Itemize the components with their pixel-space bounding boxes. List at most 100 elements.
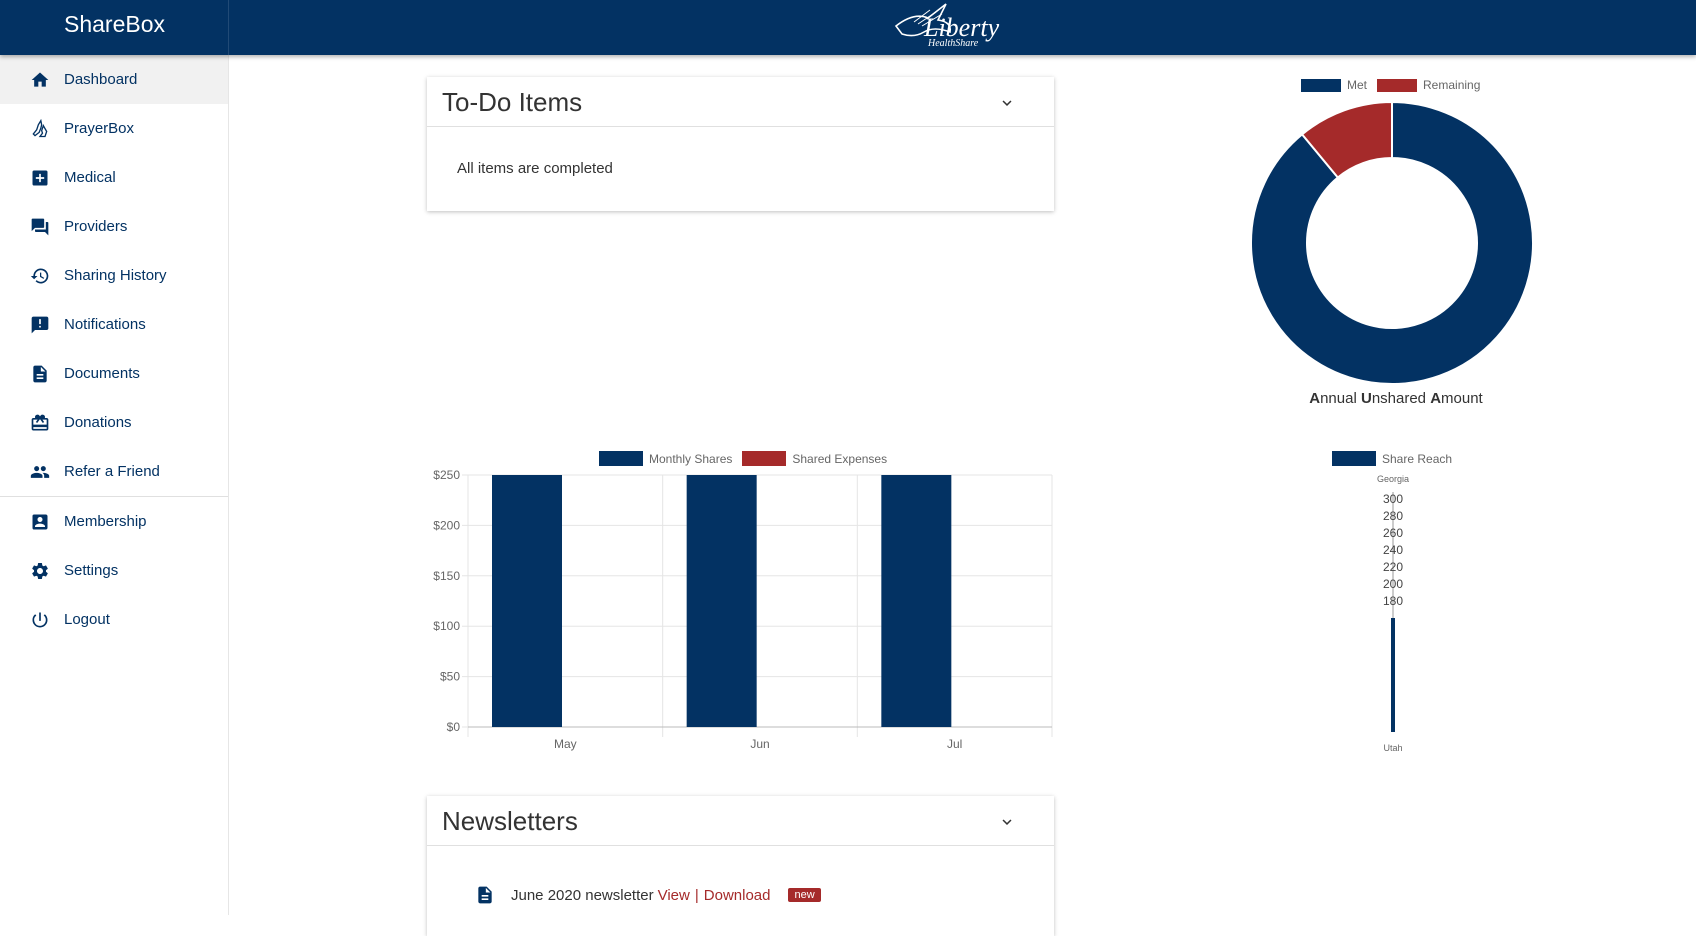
liberty-healthshare-logo: Liberty HealthShare [890,0,1010,52]
people-icon [30,462,50,482]
logo-subtitle: HealthShare [928,38,979,49]
todo-card-title: To-Do Items [442,87,583,117]
annual-unshared-amount-donut [1250,102,1534,384]
y-tick-label: $150 [433,569,460,583]
header-divider [228,0,229,55]
y-tick-label: $200 [433,518,460,532]
newsletters-card-title: Newsletters [442,806,578,836]
legend-swatch [1301,78,1341,92]
eagle-logo-icon [894,3,952,37]
chevron-down-icon[interactable] [998,94,1016,112]
sidebar-item-medical[interactable]: Medical [0,153,228,202]
share-reach-bar[interactable] [1391,618,1395,732]
history-icon [30,266,50,286]
newsletter-name: June 2020 newsletter [511,886,654,904]
y-tick-label: $250 [433,468,460,482]
sidebar-item-dashboard[interactable]: Dashboard [0,55,228,104]
legend-item-met[interactable]: Met [1301,78,1367,92]
gauge-top-label: Georgia [1377,474,1409,484]
gauge-tick-label: 240 [1383,543,1403,557]
sidebar-divider [0,496,228,497]
sidebar-item-sharing-history[interactable]: Sharing History [0,251,228,300]
gauge-tick-label: 300 [1383,492,1403,506]
document-icon [478,886,492,904]
newsletters-card-header[interactable]: Newsletters [427,796,1054,846]
share-reach-gauge: Georgia 300 280 260 240 220 200 180 Utah [1377,474,1409,753]
y-tick-label: $100 [433,619,460,633]
alert-message-icon [30,315,50,335]
account-box-icon [30,512,50,532]
todo-card-header[interactable]: To-Do Items [427,77,1054,127]
sidebar-item-notifications[interactable]: Notifications [0,300,228,349]
medical-cross-icon [30,168,50,188]
logo-wordmark: Liberty [924,13,1000,42]
newsletter-view-link[interactable]: View [657,886,690,904]
sidebar-item-label: Donations [64,414,132,431]
caption-letter: U [1360,390,1372,407]
legend-swatch [599,451,643,466]
chevron-down-icon[interactable] [998,813,1016,831]
caption-text: mount [1441,390,1483,407]
caption-text: nnual [1320,390,1361,407]
sidebar-item-membership[interactable]: Membership [0,497,228,546]
document-icon [30,364,50,384]
gauge-tick-label: 280 [1383,509,1403,523]
caption-letter: A [1309,390,1321,407]
app-title[interactable]: ShareBox [64,11,166,37]
legend-swatch [742,451,787,466]
sidebar-item-label: Logout [64,611,110,628]
sidebar-item-prayerbox[interactable]: PrayerBox [0,104,228,153]
legend-label: Shared Expenses [792,451,888,466]
sidebar-item-settings[interactable]: Settings [0,546,228,595]
monthly-shares-bar-chart: $250 $200 $150 $100 $50 $0 May Jun Jul [433,468,1053,751]
sidebar-item-label: Refer a Friend [64,463,160,480]
sidebar-item-label: Settings [64,562,119,579]
caption-letter: A [1430,390,1442,407]
x-tick-label: May [554,737,577,751]
sidebar-item-label: Documents [64,365,140,382]
new-badge: new [788,888,821,902]
gauge-tick-label: 220 [1383,560,1403,574]
gauge-bottom-label: Utah [1383,743,1402,753]
sidebar-item-donations[interactable]: Donations [0,398,228,447]
sidebar-item-label: Dashboard [64,71,138,88]
legend-label: Share Reach [1382,451,1453,466]
gear-icon [30,561,50,581]
legend-item-shared-expenses[interactable]: Shared Expenses [742,451,887,466]
x-tick-label: Jul [947,737,962,751]
legend-item-monthly-shares[interactable]: Monthly Shares [599,451,732,466]
donut-slice-met[interactable] [1250,102,1534,384]
gauge-tick-label: 180 [1383,594,1403,608]
sidebar-item-refer-a-friend[interactable]: Refer a Friend [0,447,228,496]
sidebar-item-label: Providers [64,218,128,235]
sidebar-item-label: PrayerBox [64,120,135,137]
sidebar-item-label: Notifications [64,316,146,333]
bar-chart-legend: Monthly Shares Shared Expenses [599,451,897,466]
legend-label: Monthly Shares [649,451,733,466]
chat-bubbles-icon [30,217,50,237]
home-icon [30,70,50,90]
sidebar-item-logout[interactable]: Logout [0,595,228,644]
donut-slice-remaining[interactable] [1300,102,1393,179]
bar-monthly-shares-may[interactable] [492,475,562,727]
sidebar-item-documents[interactable]: Documents [0,349,228,398]
gauge-tick-label: 260 [1383,526,1403,540]
gauge-tick-label: 200 [1383,577,1403,591]
legend-item-share-reach[interactable]: Share Reach [1332,451,1452,466]
prayer-hands-icon [30,118,50,139]
bar-monthly-shares-jul[interactable] [881,475,952,727]
newsletters-card: Newsletters June 2020 newsletter View | … [427,796,1054,936]
legend-item-remaining[interactable]: Remaining [1377,78,1480,92]
sidebar-nav: Dashboard PrayerBox Medical Providers Sh… [0,55,229,915]
power-icon [30,610,50,630]
donut-legend: Met Remaining [1301,78,1490,92]
y-tick-label: $0 [447,720,461,734]
sidebar-item-providers[interactable]: Providers [0,202,228,251]
legend-label: Remaining [1423,78,1481,92]
sidebar-item-label: Membership [64,513,147,530]
todo-message: All items are completed [457,160,613,177]
newsletter-download-link[interactable]: Download [703,886,771,904]
y-tick-label: $50 [440,670,460,684]
top-app-bar: ShareBox Liberty HealthShare [0,0,1696,55]
bar-monthly-shares-jun[interactable] [686,475,757,727]
